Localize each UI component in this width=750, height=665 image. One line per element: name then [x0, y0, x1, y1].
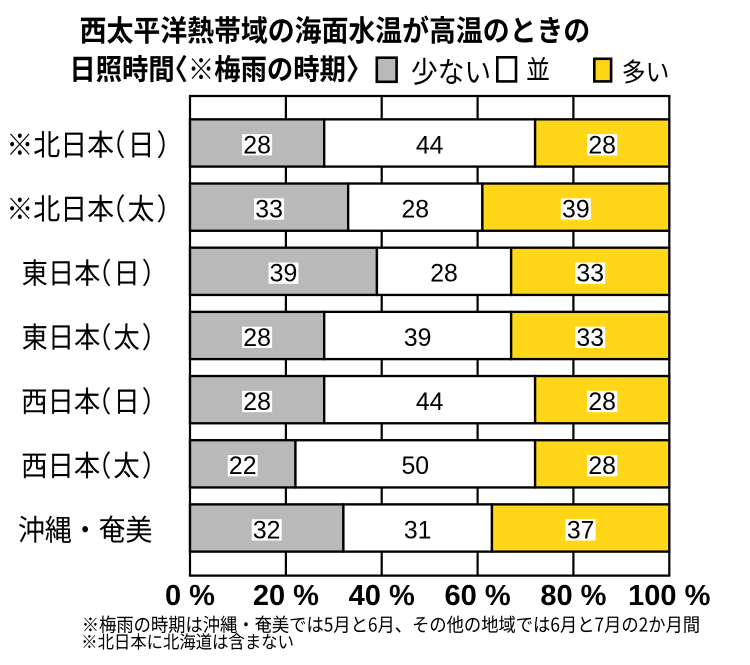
svg-text:80 %: 80 %: [540, 580, 606, 612]
svg-text:39: 39: [270, 261, 298, 288]
svg-text:32: 32: [253, 517, 281, 544]
svg-text:28: 28: [588, 132, 616, 159]
svg-text:44: 44: [416, 389, 444, 416]
svg-text:20 %: 20 %: [253, 580, 319, 612]
svg-text:50: 50: [401, 453, 429, 480]
svg-text:28: 28: [430, 261, 458, 288]
svg-text:22: 22: [229, 453, 257, 480]
svg-text:0 %: 0 %: [165, 580, 215, 612]
svg-text:33: 33: [576, 261, 604, 288]
svg-text:33: 33: [576, 325, 604, 352]
svg-text:60 %: 60 %: [445, 580, 511, 612]
svg-text:28: 28: [588, 389, 616, 416]
svg-text:100 %: 100 %: [628, 580, 710, 612]
svg-text:28: 28: [243, 389, 271, 416]
svg-text:40 %: 40 %: [349, 580, 415, 612]
svg-text:28: 28: [588, 453, 616, 480]
svg-text:37: 37: [567, 517, 595, 544]
svg-text:31: 31: [404, 517, 432, 544]
svg-text:28: 28: [243, 132, 271, 159]
svg-text:33: 33: [255, 197, 283, 224]
svg-text:28: 28: [401, 197, 429, 224]
svg-text:39: 39: [404, 325, 432, 352]
svg-text:39: 39: [562, 197, 590, 224]
svg-text:28: 28: [243, 325, 271, 352]
svg-text:44: 44: [416, 132, 444, 159]
